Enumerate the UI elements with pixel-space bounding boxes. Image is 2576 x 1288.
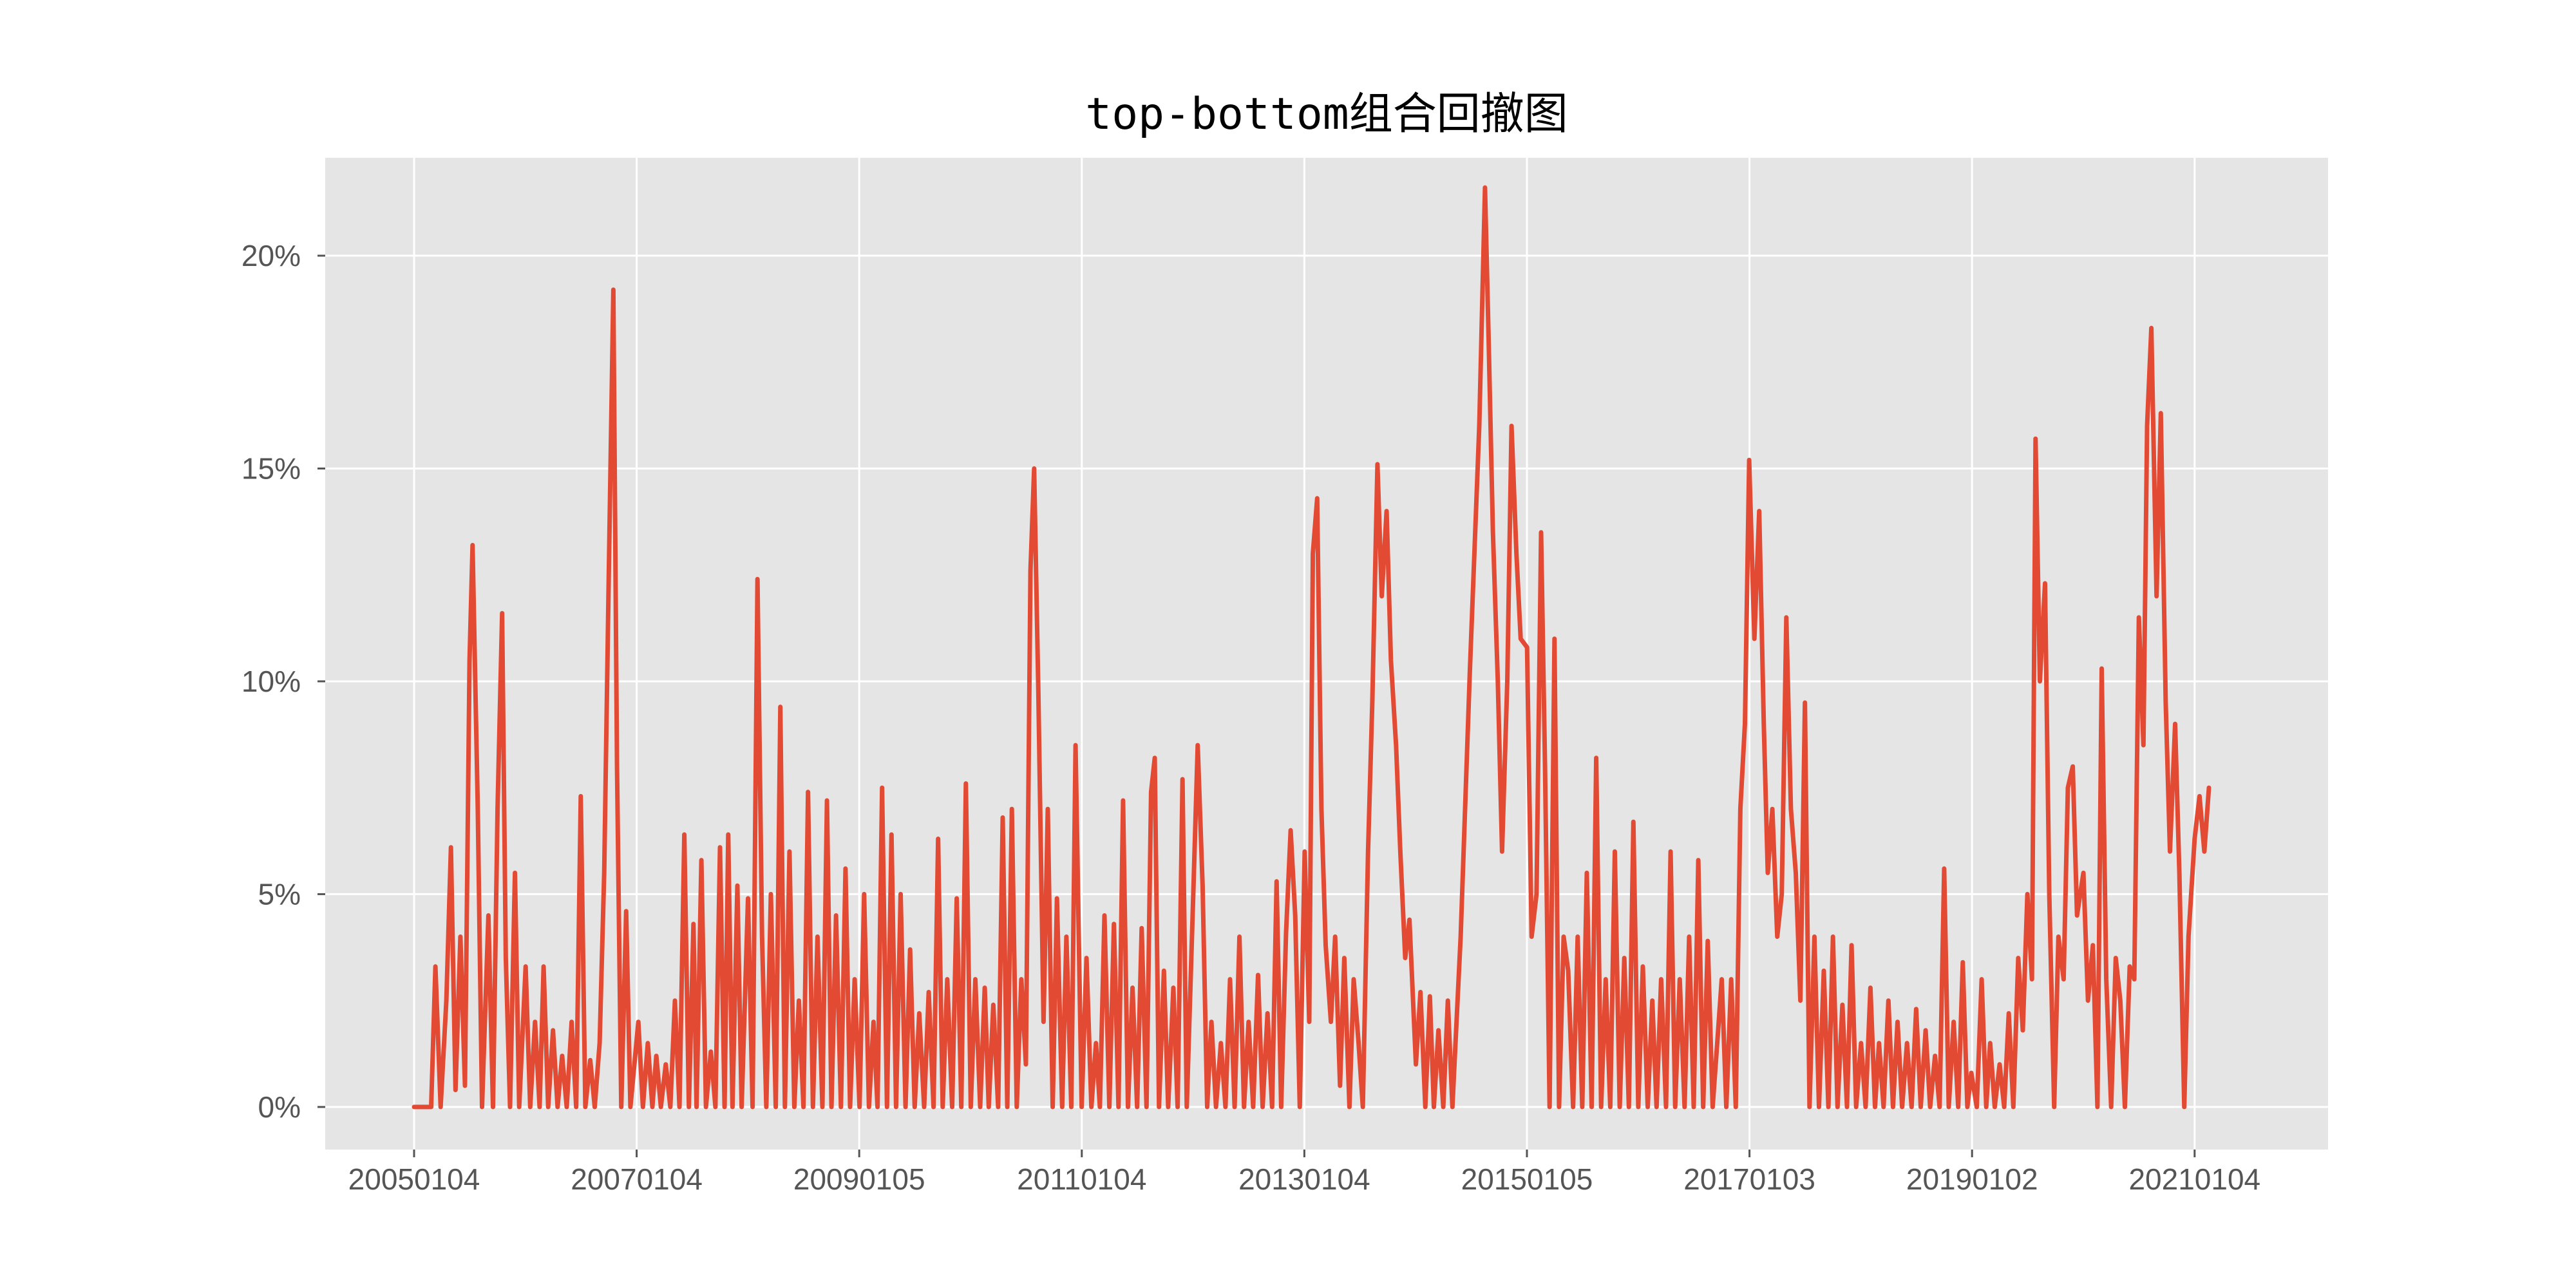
y-tick-label: 10% bbox=[242, 665, 301, 698]
x-tick-label: 20210104 bbox=[2128, 1162, 2260, 1196]
y-tick-label: 20% bbox=[242, 239, 301, 272]
y-tick-label: 0% bbox=[258, 1090, 301, 1124]
drawdown-series-line bbox=[412, 185, 2211, 1110]
axes: 0% 5% 10% 15% 20% 20050104 20070104 20090105 201… bbox=[242, 239, 2260, 1196]
x-tick-label: 20170103 bbox=[1683, 1162, 1815, 1196]
x-tick-label: 20110104 bbox=[1017, 1162, 1146, 1196]
x-tick-label: 20150105 bbox=[1461, 1162, 1593, 1196]
x-tick-label: 20050104 bbox=[348, 1162, 480, 1196]
y-tick-label: 15% bbox=[242, 451, 301, 485]
x-tick-label: 20130104 bbox=[1238, 1162, 1370, 1196]
x-tick-label: 20090105 bbox=[793, 1162, 925, 1196]
chart-title: top-bottom组合回撤图 bbox=[1085, 89, 1567, 140]
series-layer bbox=[412, 185, 2211, 1110]
y-tick-label: 5% bbox=[258, 877, 301, 911]
x-tick-label: 20070104 bbox=[571, 1162, 703, 1196]
x-tick-label: 20190102 bbox=[1906, 1162, 2038, 1196]
